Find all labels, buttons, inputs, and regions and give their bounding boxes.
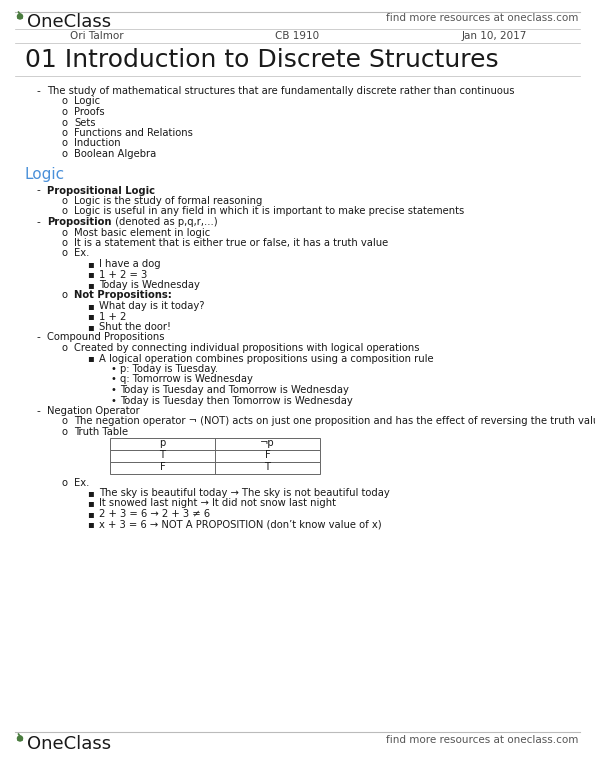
Bar (110, 437, 320, 450)
Text: CB 1910: CB 1910 (275, 31, 319, 41)
Text: 1 + 2 = 3: 1 + 2 = 3 (99, 270, 147, 280)
Text: Jan 10, 2017: Jan 10, 2017 (462, 31, 527, 41)
Text: o: o (62, 139, 68, 149)
Text: o: o (62, 290, 68, 300)
Text: o: o (62, 427, 68, 437)
Text: p: p (159, 438, 165, 448)
Text: Logic is useful in any field in which it is important to make precise statements: Logic is useful in any field in which it… (74, 206, 464, 216)
Text: Proposition: Proposition (47, 217, 111, 227)
Text: ▪: ▪ (87, 353, 93, 363)
Text: ▪: ▪ (87, 488, 93, 498)
Circle shape (17, 14, 23, 19)
Bar (110, 450, 320, 461)
Text: o: o (62, 128, 68, 138)
Text: ▪: ▪ (87, 312, 93, 322)
Text: •: • (110, 385, 116, 395)
Text: ▪: ▪ (87, 509, 93, 519)
Text: OneClass: OneClass (27, 13, 111, 31)
Text: •: • (110, 364, 116, 374)
Text: p: Today is Tuesday.: p: Today is Tuesday. (120, 364, 218, 374)
Text: Sets: Sets (74, 118, 96, 128)
Circle shape (17, 736, 23, 741)
Text: o: o (62, 107, 68, 117)
Text: Proofs: Proofs (74, 107, 105, 117)
Text: ¬p: ¬p (260, 438, 275, 448)
Text: F: F (159, 463, 165, 473)
Text: o: o (62, 96, 68, 106)
Bar (110, 461, 320, 474)
Text: o: o (62, 417, 68, 427)
Text: It snowed last night → It did not snow last night: It snowed last night → It did not snow l… (99, 498, 336, 508)
Text: T: T (265, 463, 271, 473)
Text: I have a dog: I have a dog (99, 259, 161, 269)
Text: Today is Tuesday then Tomorrow is Wednesday: Today is Tuesday then Tomorrow is Wednes… (120, 396, 353, 406)
Text: -: - (36, 186, 40, 196)
Text: Logic: Logic (74, 96, 100, 106)
Text: o: o (62, 196, 68, 206)
Text: o: o (62, 477, 68, 487)
Text: Induction: Induction (74, 139, 121, 149)
Text: Today is Wednesday: Today is Wednesday (99, 280, 200, 290)
Text: Propositional Logic: Propositional Logic (47, 186, 155, 196)
Text: ▪: ▪ (87, 301, 93, 311)
Text: •: • (110, 396, 116, 406)
Text: The sky is beautiful today → The sky is not beautiful today: The sky is beautiful today → The sky is … (99, 488, 390, 498)
Text: ▪: ▪ (87, 270, 93, 280)
Text: Compound Propositions: Compound Propositions (47, 333, 164, 343)
Text: o: o (62, 227, 68, 237)
Text: Not Propositions:: Not Propositions: (74, 290, 172, 300)
Text: Shut the door!: Shut the door! (99, 322, 171, 332)
Text: (denoted as p,q,r,...): (denoted as p,q,r,...) (111, 217, 217, 227)
Text: o: o (62, 206, 68, 216)
Text: o: o (62, 343, 68, 353)
Text: Boolean Algebra: Boolean Algebra (74, 149, 156, 159)
Text: Created by connecting individual propositions with logical operations: Created by connecting individual proposi… (74, 343, 419, 353)
Text: Negation Operator: Negation Operator (47, 406, 140, 416)
Text: ▪: ▪ (87, 280, 93, 290)
Text: o: o (62, 249, 68, 259)
Text: -: - (36, 86, 40, 96)
Text: 01 Introduction to Discrete Structures: 01 Introduction to Discrete Structures (25, 48, 499, 72)
Text: What day is it today?: What day is it today? (99, 301, 205, 311)
Text: ▪: ▪ (87, 520, 93, 530)
Text: 1 + 2: 1 + 2 (99, 312, 126, 322)
Text: -: - (36, 333, 40, 343)
Text: Ori Talmor: Ori Talmor (70, 31, 124, 41)
Text: •: • (110, 374, 116, 384)
Text: o: o (62, 149, 68, 159)
Text: -: - (36, 406, 40, 416)
Text: ▪: ▪ (87, 498, 93, 508)
Text: The study of mathematical structures that are fundamentally discrete rather than: The study of mathematical structures tha… (47, 86, 515, 96)
Text: find more resources at oneclass.com: find more resources at oneclass.com (386, 735, 578, 745)
Text: OneClass: OneClass (27, 735, 111, 753)
Text: ▪: ▪ (87, 259, 93, 269)
Text: Most basic element in logic: Most basic element in logic (74, 227, 210, 237)
Text: o: o (62, 118, 68, 128)
Text: Logic is the study of formal reasoning: Logic is the study of formal reasoning (74, 196, 262, 206)
Text: Ex.: Ex. (74, 477, 89, 487)
FancyBboxPatch shape (17, 738, 23, 741)
Text: It is a statement that is either true or false, it has a truth value: It is a statement that is either true or… (74, 238, 389, 248)
Text: x + 3 = 6 → NOT A PROPOSITION (don’t know value of x): x + 3 = 6 → NOT A PROPOSITION (don’t kno… (99, 520, 381, 530)
Text: -: - (36, 217, 40, 227)
Text: T: T (159, 450, 165, 460)
Text: o: o (62, 238, 68, 248)
Text: 2 + 3 = 6 → 2 + 3 ≠ 6: 2 + 3 = 6 → 2 + 3 ≠ 6 (99, 509, 210, 519)
Text: Ex.: Ex. (74, 249, 89, 259)
Text: q: Tomorrow is Wednesday: q: Tomorrow is Wednesday (120, 374, 253, 384)
Text: The negation operator ¬ (NOT) acts on just one proposition and has the effect of: The negation operator ¬ (NOT) acts on ju… (74, 417, 595, 427)
FancyBboxPatch shape (17, 16, 23, 18)
Text: Today is Tuesday and Tomorrow is Wednesday: Today is Tuesday and Tomorrow is Wednesd… (120, 385, 349, 395)
Text: ▪: ▪ (87, 322, 93, 332)
Text: F: F (265, 450, 270, 460)
Text: Logic: Logic (25, 168, 65, 182)
Text: Functions and Relations: Functions and Relations (74, 128, 193, 138)
Text: Truth Table: Truth Table (74, 427, 128, 437)
Text: find more resources at oneclass.com: find more resources at oneclass.com (386, 13, 578, 23)
Text: A logical operation combines propositions using a composition rule: A logical operation combines proposition… (99, 353, 434, 363)
